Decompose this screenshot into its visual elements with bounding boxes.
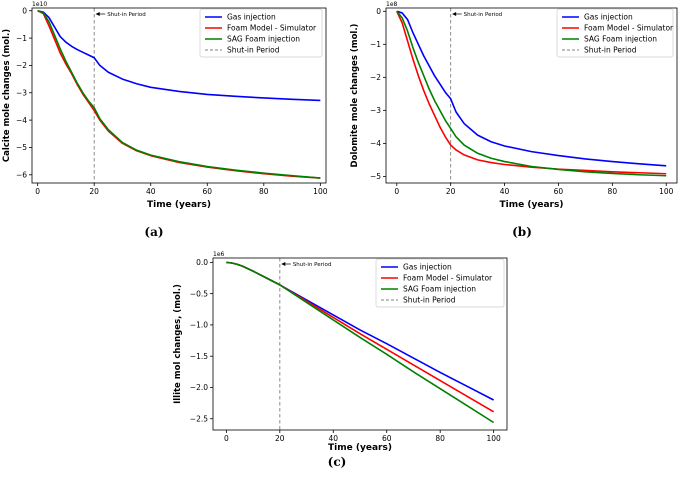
x-tick-label: 80 bbox=[608, 187, 618, 196]
legend-label: Gas injection bbox=[584, 13, 633, 22]
legend-label: Foam Model - Simulator bbox=[227, 24, 317, 33]
y-tick-label: −5 bbox=[16, 143, 27, 152]
legend-label: SAG Foam injection bbox=[403, 285, 476, 294]
y-tick-label: −6 bbox=[16, 170, 27, 179]
y-tick-label: −1 bbox=[370, 40, 381, 49]
y-tick-label: −1.5 bbox=[190, 352, 208, 361]
y-tick-label: −3 bbox=[370, 106, 381, 115]
legend-entry-sag-foam: SAG Foam injection bbox=[205, 35, 300, 44]
y-tick-label: −5 bbox=[370, 172, 381, 181]
axis-offset-text: 1e6 bbox=[213, 251, 225, 258]
panel-caption: (a) bbox=[144, 225, 163, 239]
legend-label: Gas injection bbox=[403, 263, 452, 272]
legend: Gas injection Foam Model - Simulator SAG F… bbox=[556, 8, 674, 58]
legend-entry-gas-injection: Gas injection bbox=[205, 13, 276, 22]
chart-panel-c: Shut-in Period 0 20 40 60 80 100 0.0 −0.5 −1.0 −1.… bbox=[173, 251, 508, 469]
panel-caption: (c) bbox=[328, 455, 347, 469]
x-tick-label: 40 bbox=[146, 187, 156, 196]
y-tick-label: −2 bbox=[16, 61, 27, 70]
series-line-gas bbox=[396, 10, 667, 167]
y-tick-label: 0 bbox=[376, 7, 381, 16]
legend-entry-shut-in: Shut-in Period bbox=[562, 46, 637, 55]
x-tick-label: 20 bbox=[89, 187, 99, 196]
legend-entry-sag-foam: SAG Foam injection bbox=[381, 285, 476, 294]
legend-label: SAG Foam injection bbox=[584, 35, 657, 44]
x-tick-label: 60 bbox=[202, 187, 212, 196]
plot-frame bbox=[385, 7, 678, 184]
legend-entry-shut-in: Shut-in Period bbox=[381, 296, 456, 305]
y-tick-label: −1 bbox=[16, 34, 27, 43]
y-tick-label: 0 bbox=[22, 6, 27, 15]
x-tick-label: 60 bbox=[382, 434, 392, 443]
x-axis-label: Time (years) bbox=[328, 443, 392, 453]
legend-box bbox=[556, 8, 674, 58]
x-tick-label: 40 bbox=[328, 434, 338, 443]
legend: Gas injection Foam Model - Simulator SAG F… bbox=[199, 8, 323, 58]
y-tick-label: −1.0 bbox=[190, 321, 208, 330]
legend-label: Foam Model - Simulator bbox=[403, 274, 493, 283]
legend-entry-gas-injection: Gas injection bbox=[381, 263, 452, 272]
legend-entry-foam-model: Foam Model - Simulator bbox=[562, 24, 674, 33]
x-tick-label: 20 bbox=[446, 187, 456, 196]
legend-box bbox=[199, 8, 323, 58]
y-tick-label: −3 bbox=[16, 88, 27, 97]
x-tick-label: 20 bbox=[275, 434, 285, 443]
series-line-foam_model bbox=[396, 10, 667, 175]
plot-frame bbox=[212, 257, 508, 431]
x-tick-label: 100 bbox=[659, 187, 674, 196]
legend-entry-sag-foam: SAG Foam injection bbox=[562, 35, 657, 44]
panel-caption: (b) bbox=[512, 225, 532, 239]
x-tick-label: 40 bbox=[500, 187, 510, 196]
legend-entry-gas-injection: Gas injection bbox=[562, 13, 633, 22]
x-tick-label: 100 bbox=[486, 434, 501, 443]
series-line-sag bbox=[396, 10, 667, 177]
series-line-gas bbox=[37, 9, 321, 102]
x-tick-label: 0 bbox=[224, 434, 229, 443]
shut-in-annotation: Shut-in Period bbox=[107, 12, 146, 18]
y-tick-label: −0.5 bbox=[190, 289, 208, 298]
legend: Gas injection Foam Model - Simulator SAG F… bbox=[375, 258, 505, 308]
series-line-sag bbox=[226, 261, 495, 424]
y-tick-label: −2.5 bbox=[190, 414, 208, 423]
y-tick-label: −4 bbox=[370, 139, 381, 148]
x-tick-label: 100 bbox=[313, 187, 328, 196]
shut-in-arrow-head bbox=[452, 12, 457, 16]
chart-panel-a: Shut-in Period 0 20 40 60 80 100 0 −1 −2 −3 −4 −5 −6 1… bbox=[2, 1, 328, 239]
axis-offset-text: 1e10 bbox=[32, 1, 47, 8]
x-axis-label: Time (years) bbox=[500, 200, 564, 210]
shut-in-arrow-head bbox=[281, 262, 286, 266]
legend-label: Gas injection bbox=[227, 13, 276, 22]
x-axis-label: Time (years) bbox=[147, 200, 211, 210]
y-axis-label: Dolomite mole changes (mol.) bbox=[350, 23, 360, 167]
legend-label: Shut-in Period bbox=[227, 46, 280, 55]
legend-entry-foam-model: Foam Model - Simulator bbox=[205, 24, 317, 33]
x-tick-label: 80 bbox=[259, 187, 269, 196]
x-tick-label: 0 bbox=[394, 187, 399, 196]
legend-label: Foam Model - Simulator bbox=[584, 24, 674, 33]
plot-frame bbox=[31, 7, 327, 184]
x-tick-label: 80 bbox=[435, 434, 445, 443]
legend-entry-shut-in: Shut-in Period bbox=[205, 46, 280, 55]
y-tick-label: −4 bbox=[16, 116, 27, 125]
shut-in-annotation: Shut-in Period bbox=[293, 262, 332, 268]
chart-panel-b: Shut-in Period 0 20 40 60 80 100 0 −1 −2 −3 −4 −5 1e8… bbox=[350, 1, 678, 239]
legend-label: Shut-in Period bbox=[403, 296, 456, 305]
y-tick-label: −2 bbox=[370, 73, 381, 82]
legend-label: Shut-in Period bbox=[584, 46, 637, 55]
y-tick-label: −2.0 bbox=[190, 383, 208, 392]
series-line-sag bbox=[37, 9, 321, 179]
legend-box bbox=[375, 258, 505, 308]
shut-in-annotation: Shut-in Period bbox=[464, 12, 503, 18]
shut-in-arrow-head bbox=[95, 12, 100, 16]
y-axis-label: Illite mol changes, (mol.) bbox=[173, 284, 183, 404]
y-axis-label: Calcite mole changes (mol.) bbox=[2, 29, 12, 162]
x-tick-label: 60 bbox=[554, 187, 564, 196]
legend-label: SAG Foam injection bbox=[227, 35, 300, 44]
x-tick-label: 0 bbox=[35, 187, 40, 196]
axis-offset-text: 1e8 bbox=[386, 1, 398, 8]
legend-entry-foam-model: Foam Model - Simulator bbox=[381, 274, 493, 283]
y-tick-label: 0.0 bbox=[196, 258, 208, 267]
